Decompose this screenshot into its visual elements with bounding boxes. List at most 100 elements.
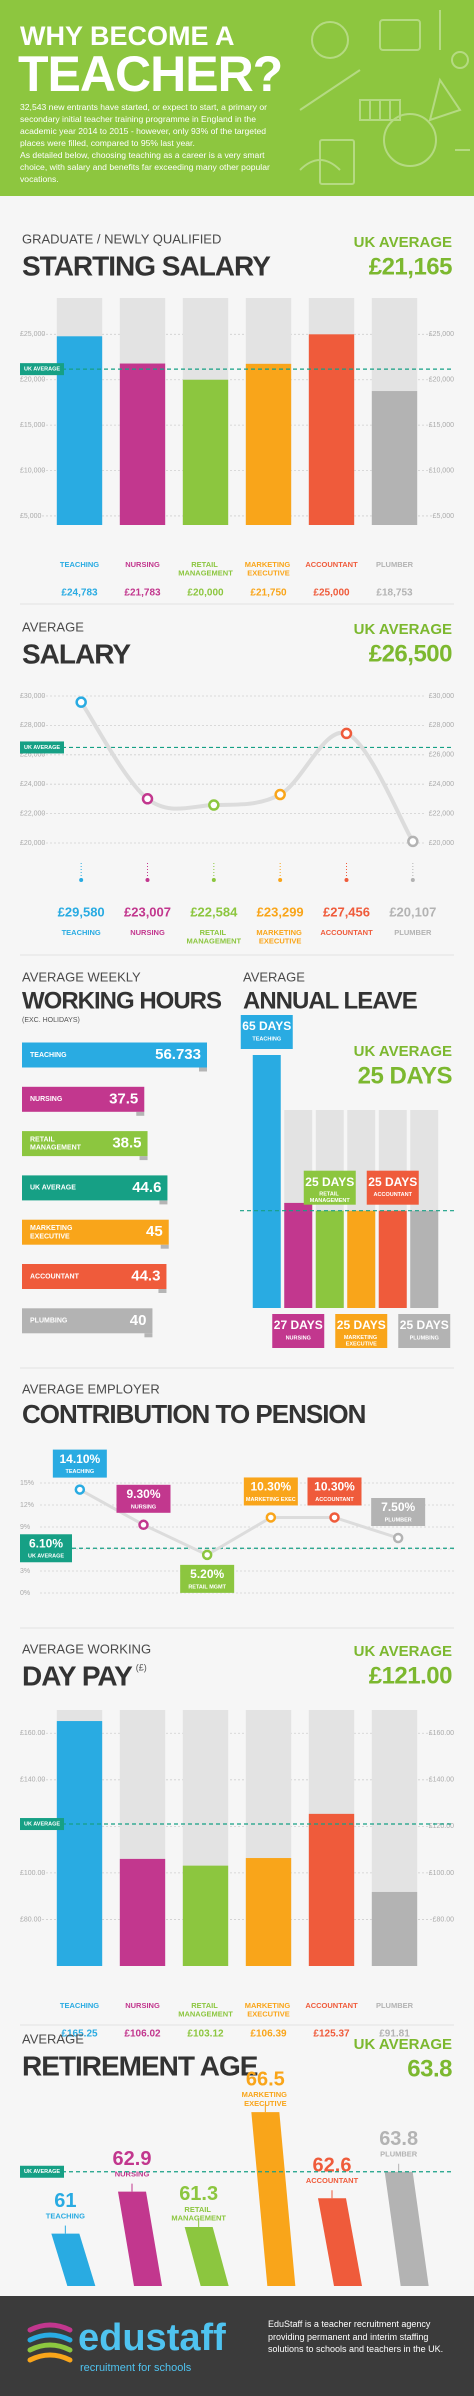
- point: [407, 835, 419, 848]
- value-label: £106.39: [250, 2029, 287, 2040]
- average-tag-label: UK AVERAGE: [28, 1554, 64, 1560]
- category-label: ACCOUNTANT: [374, 1192, 413, 1198]
- y-tick-label: £15,000: [20, 422, 45, 429]
- value-label: 61: [54, 2190, 76, 2212]
- label-line: MARKETING: [30, 1225, 74, 1232]
- point: [201, 1549, 213, 1561]
- bar: [284, 1202, 313, 1308]
- bar-shadow: [144, 1333, 153, 1338]
- drop-dot: [278, 878, 283, 882]
- value-label: 63.8: [379, 2128, 418, 2150]
- y-tick-label: £24,000: [20, 781, 45, 788]
- y-tick-label: £80.00: [433, 1916, 455, 1923]
- category-label: UK AVERAGE: [30, 1185, 76, 1192]
- label-line: MANAGEMENT: [30, 1144, 82, 1151]
- average-tag-label: UK AVERAGE: [24, 1821, 60, 1827]
- bar: [252, 1055, 281, 1308]
- category-label: MARKETING EXECUTIVE: [256, 928, 304, 946]
- value-label: £106.02: [124, 2029, 161, 2040]
- label-line: MARKETING: [256, 928, 304, 937]
- category-label: MARKETING EXECUTIVE: [245, 560, 293, 578]
- label-line: MANAGEMENT: [178, 2010, 233, 2019]
- label-line: MARKETING: [242, 2090, 290, 2099]
- header-doodles: [299, 10, 470, 185]
- value-label: 37.5: [109, 1090, 138, 1107]
- salary-line: [79, 701, 415, 843]
- value-label: £103.12: [187, 2029, 224, 2040]
- value-label: £91.81: [379, 2029, 410, 2040]
- average-tag: [20, 741, 64, 754]
- value-label: 66.5: [246, 2068, 285, 2090]
- bar: [245, 1858, 292, 1966]
- category-label: NURSING: [131, 1504, 156, 1510]
- bar: [56, 1721, 103, 1966]
- value-label: £22,584: [190, 904, 238, 919]
- label-line: EXECUTIVE: [244, 2099, 287, 2108]
- bar: [119, 1858, 166, 1966]
- drop-dot: [410, 878, 415, 882]
- y-tick-label: £20,000: [20, 840, 45, 847]
- value-label: 44.3: [131, 1267, 160, 1284]
- bar-shadow: [136, 1111, 145, 1116]
- bar: [119, 363, 166, 525]
- bar: [371, 391, 418, 525]
- category-label: MARKETING EXECUTIVE: [242, 2090, 290, 2108]
- value-label: 62.6: [313, 2155, 352, 2177]
- pension-line: [79, 1488, 399, 1557]
- y-tick-label: £5,000: [433, 513, 455, 520]
- y-tick-label: £28,000: [20, 722, 45, 729]
- ribbon: [51, 2233, 96, 2286]
- y-tick-label: £22,000: [429, 810, 454, 817]
- y-tick-label: 3%: [20, 1568, 30, 1575]
- ribbon: [384, 2171, 429, 2286]
- average-tag: [20, 363, 64, 376]
- bar: [22, 1131, 148, 1157]
- value-label: 62.9: [113, 2148, 152, 2170]
- y-tick-label: £15,000: [429, 422, 454, 429]
- label-line: MANAGEMENT: [178, 569, 233, 578]
- value-label: 65 DAYS: [242, 1019, 291, 1033]
- value-label: 44.6: [132, 1179, 161, 1196]
- value-label: £20,107: [389, 904, 436, 919]
- value-label: £27,456: [323, 904, 370, 919]
- average-tag-label: UK AVERAGE: [24, 745, 60, 751]
- header-paragraph: As detailed below, choosing teaching as …: [20, 150, 270, 184]
- y-tick-label: £140.00: [429, 1777, 454, 1784]
- bar: [410, 1210, 439, 1308]
- footer-brand: edustaff: [78, 2317, 226, 2359]
- y-tick-label: £140.00: [20, 1777, 45, 1784]
- label-line: MARKETING: [245, 2001, 293, 2010]
- y-tick-label: 15%: [20, 1480, 34, 1487]
- average-tag: [20, 1818, 64, 1831]
- y-tick-label: 12%: [20, 1502, 34, 1509]
- value-label: £25,000: [313, 588, 350, 599]
- value-label: £21,750: [250, 588, 287, 599]
- category-label: ACCOUNTANT: [320, 928, 373, 937]
- point: [274, 788, 286, 801]
- average-label: UK AVERAGE: [354, 1643, 452, 1660]
- footer-tagline: recruitment for schools: [80, 2362, 192, 2374]
- footer-text: EduStaff is a teacher recruitment agency…: [268, 2319, 444, 2355]
- bar: [245, 363, 292, 525]
- average-tag: [20, 1534, 72, 1563]
- category-label: PLUMBER: [380, 2150, 418, 2159]
- section-subtitle: AVERAGE: [22, 619, 84, 634]
- label-box: [272, 1314, 325, 1348]
- average-value: £21,165: [369, 253, 452, 280]
- section-title: RETIREMENT AGE: [22, 2050, 258, 2081]
- category-label: RETAIL MANAGEMENT: [187, 928, 242, 946]
- value-label: 56.733: [155, 1046, 201, 1063]
- average-label: UK AVERAGE: [354, 2036, 452, 2053]
- header-background: [0, 0, 474, 196]
- category-label: ACCOUNTANT: [315, 1497, 354, 1503]
- bar: [308, 334, 355, 525]
- y-tick-label: 0%: [20, 1590, 30, 1597]
- y-tick-label: £160.00: [20, 1730, 45, 1737]
- value-label: 14.10%: [59, 1452, 100, 1466]
- bar-shadow: [159, 1200, 168, 1205]
- point: [392, 1532, 404, 1544]
- value-label: 10.30%: [314, 1480, 355, 1494]
- value-label: 27 DAYS: [274, 1318, 323, 1332]
